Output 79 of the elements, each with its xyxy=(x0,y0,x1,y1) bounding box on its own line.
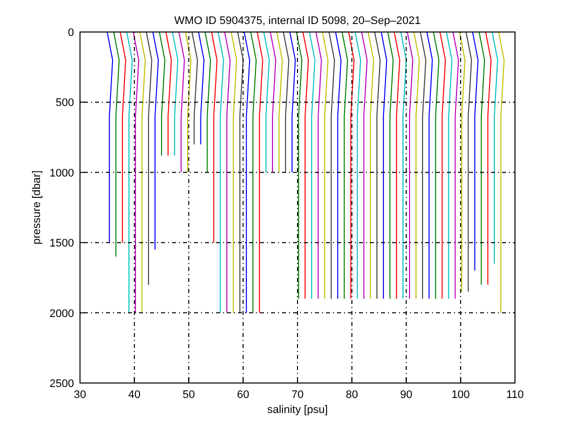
line-series xyxy=(139,32,146,314)
line-series xyxy=(459,32,466,292)
line-series xyxy=(354,32,362,300)
line-series xyxy=(126,32,133,314)
x-tick-label: 100 xyxy=(451,389,470,401)
line-series xyxy=(472,32,479,272)
line-series xyxy=(113,32,120,258)
line-series xyxy=(218,32,224,314)
line-series xyxy=(184,32,192,173)
line-series xyxy=(270,32,276,173)
line-series xyxy=(380,32,388,300)
x-tick-label: 80 xyxy=(346,389,358,401)
line-series xyxy=(452,32,459,300)
line-series xyxy=(158,32,166,156)
y-tick-label: 2000 xyxy=(50,308,74,320)
line-series xyxy=(204,32,211,173)
x-tick-label: 110 xyxy=(506,389,524,401)
y-axis-title: pressure [dbar] xyxy=(31,170,43,244)
line-series xyxy=(302,32,309,300)
line-series xyxy=(466,32,472,292)
line-series xyxy=(198,32,204,145)
line-series xyxy=(165,32,172,156)
x-axis-title: salinity [psu] xyxy=(267,404,328,416)
y-tick-label: 2500 xyxy=(50,378,74,390)
x-tick-label: 90 xyxy=(400,389,412,401)
line-series xyxy=(439,32,446,300)
line-series xyxy=(152,32,159,250)
y-tick-label: 0 xyxy=(68,27,74,39)
x-tick-label: 50 xyxy=(182,389,195,401)
line-series xyxy=(394,32,400,300)
line-series xyxy=(432,32,440,300)
line-series xyxy=(289,32,296,173)
line-series xyxy=(361,32,368,300)
line-series xyxy=(250,32,257,314)
line-series xyxy=(296,32,302,300)
line-series xyxy=(120,32,126,244)
line-series xyxy=(315,32,322,300)
line-series xyxy=(426,32,433,300)
y-tick-label: 1500 xyxy=(50,238,74,250)
line-series xyxy=(172,32,178,156)
line-series xyxy=(374,32,381,300)
line-series xyxy=(308,32,316,300)
line-series xyxy=(263,32,270,173)
x-tick-label: 70 xyxy=(291,389,304,401)
line-series xyxy=(478,32,486,286)
line-series xyxy=(387,32,394,300)
line-series xyxy=(335,32,342,300)
line-series xyxy=(446,32,452,300)
line-series xyxy=(322,32,328,300)
chart-title: WMO ID 5904375, internal ID 5098, 20–Sep–2021 xyxy=(174,15,421,27)
line-series xyxy=(498,32,505,314)
line-series xyxy=(400,32,407,300)
y-tick-label: 500 xyxy=(56,97,74,110)
line-series xyxy=(106,32,114,244)
line-series xyxy=(211,32,218,244)
line-series xyxy=(192,32,198,145)
x-tick-label: 60 xyxy=(237,389,250,401)
line-series xyxy=(406,32,414,300)
line-series xyxy=(230,32,238,314)
line-series xyxy=(256,32,264,314)
line-series xyxy=(342,32,348,300)
line-series xyxy=(328,32,335,300)
line-series xyxy=(237,32,244,314)
line-series xyxy=(368,32,374,300)
line-series xyxy=(420,32,426,300)
line-series xyxy=(492,32,498,264)
line-series xyxy=(485,32,492,286)
line-series xyxy=(348,32,355,300)
line-series xyxy=(132,32,140,314)
line-series xyxy=(224,32,231,314)
line-series xyxy=(282,32,290,173)
x-tick-label: 40 xyxy=(128,389,140,401)
line-series xyxy=(146,32,152,286)
line-series xyxy=(276,32,283,173)
x-tick-label: 30 xyxy=(74,389,86,401)
line-series xyxy=(178,32,185,173)
line-series xyxy=(413,32,420,300)
line-series xyxy=(244,32,250,314)
y-tick-label: 1000 xyxy=(50,167,74,180)
